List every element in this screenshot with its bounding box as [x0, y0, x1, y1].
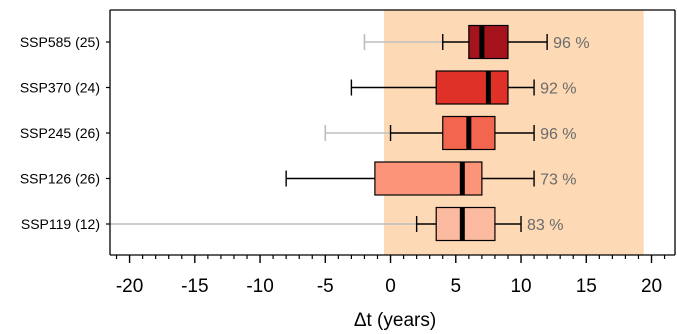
x-tick-label: -10 [246, 276, 273, 297]
category-label: SSP119 (12) [21, 216, 100, 232]
category-label: SSP370 (24) [20, 80, 100, 96]
x-tick-label: 5 [450, 276, 461, 297]
box-row: SSP119 (12) 83 % [21, 206, 563, 242]
x-tick-label: 0 [385, 276, 396, 297]
plot-layer: SSP585 (25) 96 % SSP370 (24) 92 % SSP245 (26… [20, 24, 590, 242]
percent-label: 96 % [553, 35, 589, 52]
x-tick-label: 15 [576, 276, 597, 297]
category-label: SSP245 (26) [20, 125, 100, 141]
x-axis: -20 -15 -10 -5 0 5 10 15 20 [109, 9, 676, 297]
x-tick-label: -20 [116, 276, 143, 297]
percent-label: 92 % [540, 81, 576, 98]
box-row: SSP585 (25) 96 % [20, 24, 590, 60]
category-label: SSP585 (25) [20, 34, 100, 50]
percent-label: 73 % [540, 172, 576, 189]
box [435, 70, 509, 105]
percent-label: 96 % [540, 126, 576, 143]
percent-label: 83 % [527, 217, 563, 234]
box [468, 24, 509, 60]
box [374, 161, 483, 196]
x-axis-title: Δt (years) [354, 310, 436, 331]
box-row: SSP370 (24) 92 % [20, 70, 577, 105]
box-row: SSP126 (26) 73 % [20, 161, 577, 196]
x-tick-label: 10 [510, 276, 531, 297]
x-tick-label: 20 [641, 276, 662, 297]
box [435, 206, 496, 242]
x-tick-label: -15 [181, 276, 208, 297]
box-row: SSP245 (26) 96 % [20, 115, 577, 151]
x-tick-label: -5 [317, 276, 334, 297]
category-label: SSP126 (26) [20, 171, 100, 187]
